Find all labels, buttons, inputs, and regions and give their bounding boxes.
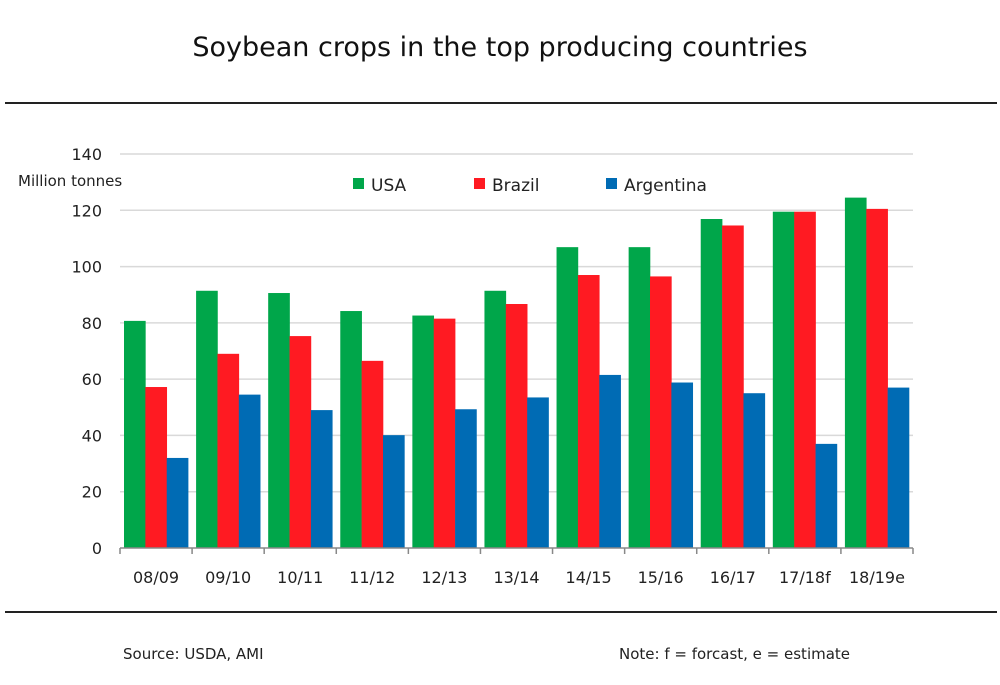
y-tick-label: 140 bbox=[71, 145, 102, 164]
bar-brazil bbox=[505, 304, 528, 548]
x-tick-label: 16/17 bbox=[710, 568, 756, 587]
legend-label-usa: USA bbox=[371, 176, 407, 196]
bar-usa bbox=[484, 290, 507, 548]
bar-usa bbox=[844, 197, 867, 548]
bar-usa bbox=[124, 320, 146, 548]
x-tick-label: 17/18f bbox=[779, 568, 831, 587]
chart-title: Soybean crops in the top producing count… bbox=[192, 32, 808, 63]
bar-brazil bbox=[577, 275, 600, 548]
legend-swatch-argentina bbox=[606, 178, 617, 189]
bar-brazil bbox=[433, 318, 456, 548]
legend-swatch-usa bbox=[353, 178, 364, 189]
bar-usa bbox=[772, 211, 795, 548]
y-tick-label: 120 bbox=[71, 201, 102, 220]
y-tick-label: 60 bbox=[82, 370, 102, 389]
legend-label-argentina: Argentina bbox=[624, 176, 707, 196]
footnote: Note: f = forcast, e = estimate bbox=[619, 645, 851, 663]
bar-brazil bbox=[794, 211, 816, 548]
bar-usa bbox=[628, 247, 651, 548]
bar-brazil bbox=[145, 387, 168, 548]
bar-usa bbox=[268, 293, 290, 548]
bar-argentina bbox=[887, 387, 910, 548]
x-tick-label: 09/10 bbox=[205, 568, 251, 587]
bar-brazil bbox=[722, 225, 744, 549]
bar-brazil bbox=[361, 360, 384, 548]
bar-brazil bbox=[217, 353, 240, 548]
bar-brazil bbox=[650, 276, 672, 548]
bar-argentina bbox=[455, 409, 477, 548]
x-tick-label: 13/14 bbox=[493, 568, 539, 587]
top-rule bbox=[5, 102, 997, 104]
source-note: Source: USDA, AMI bbox=[123, 645, 264, 663]
y-tick-label: 0 bbox=[92, 539, 102, 558]
bar-argentina bbox=[815, 443, 838, 548]
legend-swatch-brazil bbox=[474, 178, 485, 189]
bar-argentina bbox=[599, 374, 621, 548]
bar-argentina bbox=[383, 435, 405, 548]
legend-label-brazil: Brazil bbox=[492, 176, 539, 196]
bar-usa bbox=[556, 247, 579, 548]
bar-argentina bbox=[310, 410, 333, 548]
y-tick-label: 40 bbox=[82, 426, 102, 445]
y-tick-label: 20 bbox=[82, 483, 102, 502]
bar-usa bbox=[700, 219, 723, 548]
x-tick-label: 18/19e bbox=[849, 568, 905, 587]
y-axis-label: Million tonnes bbox=[18, 172, 122, 190]
x-tick-label: 12/13 bbox=[421, 568, 467, 587]
bar-argentina bbox=[166, 457, 189, 548]
bar-brazil bbox=[866, 208, 888, 548]
bar-argentina bbox=[527, 397, 549, 548]
y-tick-label: 100 bbox=[71, 258, 102, 277]
y-tick-label: 80 bbox=[82, 314, 102, 333]
bar-usa bbox=[340, 311, 362, 548]
bar-usa bbox=[412, 315, 435, 548]
x-tick-label: 14/15 bbox=[566, 568, 612, 587]
x-tick-label: 15/16 bbox=[638, 568, 684, 587]
x-tick-label: 10/11 bbox=[277, 568, 323, 587]
bar-brazil bbox=[289, 336, 312, 548]
x-tick-label: 08/09 bbox=[133, 568, 179, 587]
x-tick-label: 11/12 bbox=[349, 568, 395, 587]
bar-usa bbox=[196, 290, 218, 548]
bottom-rule bbox=[5, 611, 997, 613]
bar-argentina bbox=[238, 394, 261, 548]
bar-argentina bbox=[671, 382, 694, 548]
bar-argentina bbox=[743, 393, 766, 548]
